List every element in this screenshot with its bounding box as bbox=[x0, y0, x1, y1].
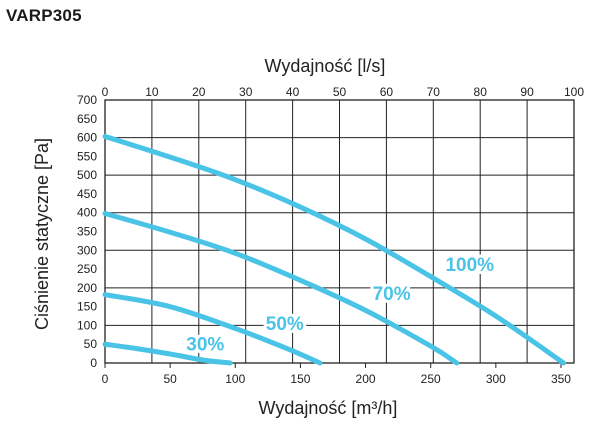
curve-label-30-percent: 30% bbox=[186, 335, 224, 356]
y-tick-label: 550 bbox=[77, 149, 97, 163]
bottom-axis-title: Wydajność [m³/h] bbox=[259, 398, 398, 418]
y-tick-label: 500 bbox=[77, 168, 97, 182]
x-tick-label: 300 bbox=[486, 372, 506, 386]
x-tick-label: 200 bbox=[356, 372, 376, 386]
x2-tick-label: 40 bbox=[286, 85, 300, 99]
curve-label-70-percent: 70% bbox=[373, 284, 411, 305]
curve-30-percent bbox=[102, 341, 233, 366]
x-tick-label: 250 bbox=[421, 372, 441, 386]
x-tick-label: 150 bbox=[290, 372, 310, 386]
left-axis-title: Ciśnienie statyczne [Pa] bbox=[32, 138, 52, 330]
curve-label-100-percent: 100% bbox=[445, 255, 494, 276]
y-tick-label: 350 bbox=[77, 225, 97, 239]
x2-tick-label: 80 bbox=[474, 85, 488, 99]
curve-label-halo: 50% bbox=[266, 314, 304, 335]
x2-tick-label: 30 bbox=[239, 85, 253, 99]
y-tick-label: 150 bbox=[77, 300, 97, 314]
y-tick-label: 0 bbox=[90, 356, 97, 370]
curve-50-percent bbox=[102, 292, 323, 366]
x-tick-label: 0 bbox=[102, 372, 109, 386]
y-tick-label: 650 bbox=[77, 112, 97, 126]
curve-70-percent bbox=[102, 210, 460, 366]
curve-label-50-percent: 50% bbox=[266, 314, 304, 335]
chart-curves: 100%100%70%70%50%50%30%30% bbox=[102, 133, 567, 366]
x2-tick-label: 20 bbox=[192, 85, 206, 99]
x-tick-label: 100 bbox=[225, 372, 245, 386]
curve-label-halo: 70% bbox=[373, 284, 411, 305]
curve-label-halo: 30% bbox=[186, 335, 224, 356]
x-tick-label: 350 bbox=[551, 372, 571, 386]
chart-grid bbox=[104, 99, 575, 368]
curve-100-percent bbox=[102, 133, 567, 366]
y-tick-label: 450 bbox=[77, 187, 97, 201]
y-tick-label: 400 bbox=[77, 206, 97, 220]
x2-tick-label: 90 bbox=[520, 85, 534, 99]
x2-tick-label: 100 bbox=[564, 85, 584, 99]
curve-label-halo: 100% bbox=[445, 255, 494, 276]
y-tick-label: 100 bbox=[77, 318, 97, 332]
y-tick-label: 50 bbox=[84, 337, 98, 351]
y-tick-label: 300 bbox=[77, 243, 97, 257]
model-title: VARP305 bbox=[6, 6, 82, 25]
y-tick-label: 250 bbox=[77, 262, 97, 276]
x2-tick-label: 10 bbox=[145, 85, 159, 99]
y-tick-label: 700 bbox=[77, 93, 97, 107]
x2-tick-label: 0 bbox=[102, 85, 109, 99]
x2-tick-label: 50 bbox=[333, 85, 347, 99]
chart-ticks: 0501001502002503003504004505005506006507… bbox=[77, 85, 584, 386]
x2-tick-label: 60 bbox=[380, 85, 394, 99]
x2-tick-label: 70 bbox=[427, 85, 441, 99]
y-tick-label: 600 bbox=[77, 131, 97, 145]
y-tick-label: 200 bbox=[77, 281, 97, 295]
x-tick-label: 50 bbox=[163, 372, 177, 386]
top-axis-title: Wydajność [l/s] bbox=[265, 56, 386, 76]
